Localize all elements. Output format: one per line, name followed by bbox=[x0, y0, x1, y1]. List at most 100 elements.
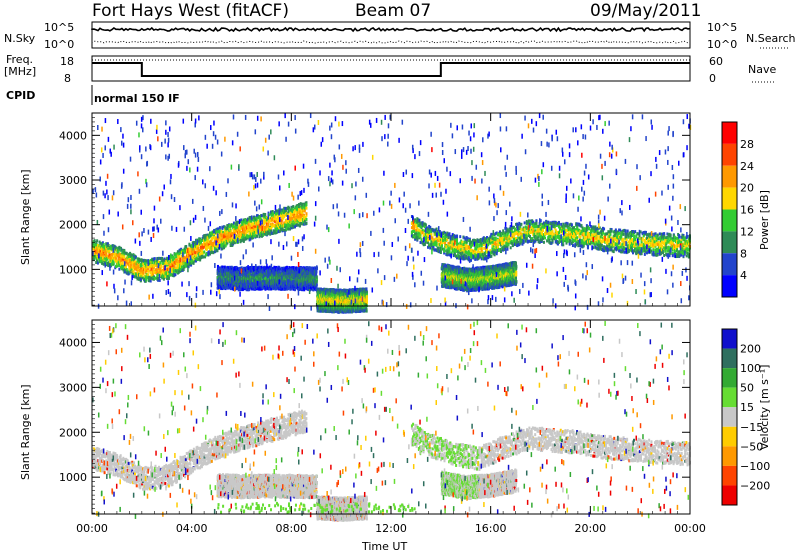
power-cell bbox=[513, 229, 516, 233]
power-cell bbox=[427, 227, 430, 231]
power-cell bbox=[428, 233, 431, 237]
power-cell bbox=[517, 236, 520, 240]
power-cell bbox=[480, 244, 483, 248]
power-cell bbox=[480, 241, 483, 245]
power-cell bbox=[439, 248, 442, 252]
power-cell bbox=[251, 222, 254, 226]
power-cell bbox=[493, 233, 496, 237]
power-cell bbox=[209, 239, 212, 243]
power-cell bbox=[292, 219, 295, 223]
power-cell bbox=[240, 239, 243, 243]
power-cell bbox=[185, 249, 188, 253]
power-cell bbox=[211, 247, 214, 251]
power-cell bbox=[287, 210, 290, 214]
power-cell bbox=[414, 234, 417, 238]
power-cell bbox=[260, 218, 263, 222]
power-cell bbox=[256, 223, 259, 227]
nsearch-label: N.Search bbox=[746, 33, 796, 44]
power-cell bbox=[414, 237, 417, 241]
power-cell bbox=[450, 243, 453, 247]
power-cell bbox=[268, 213, 271, 217]
power-cell bbox=[495, 231, 498, 235]
power-cell bbox=[521, 235, 524, 239]
power-cell bbox=[233, 241, 236, 245]
power-cell bbox=[516, 231, 519, 235]
power-cell bbox=[440, 238, 443, 242]
power-cell bbox=[444, 233, 447, 237]
power-cell bbox=[457, 242, 460, 246]
power-cell bbox=[521, 232, 524, 236]
power-cell bbox=[443, 240, 446, 244]
power-cell bbox=[425, 230, 428, 234]
power-cell bbox=[298, 224, 301, 228]
power-cell bbox=[256, 234, 259, 238]
power-cell bbox=[423, 235, 426, 239]
power-cell bbox=[290, 216, 293, 220]
power-cell bbox=[299, 222, 302, 226]
power-cell bbox=[92, 247, 94, 251]
power-cell bbox=[427, 231, 430, 235]
power-cell bbox=[519, 226, 522, 230]
power-cell bbox=[462, 257, 465, 261]
power-cell bbox=[448, 250, 451, 254]
power-cell bbox=[188, 257, 191, 261]
power-cell bbox=[479, 238, 482, 242]
power-cell bbox=[417, 230, 420, 234]
power-cell bbox=[160, 264, 163, 268]
power-cell bbox=[412, 226, 415, 230]
power-cell bbox=[173, 265, 176, 269]
power-cell bbox=[111, 252, 114, 256]
power-cell bbox=[218, 230, 221, 234]
power-cell bbox=[454, 245, 457, 249]
power-cell bbox=[171, 258, 174, 262]
power-cell bbox=[305, 221, 308, 225]
power-cell bbox=[255, 227, 258, 231]
power-cell bbox=[216, 249, 219, 253]
power-cell bbox=[473, 255, 476, 259]
power-cell bbox=[531, 236, 534, 240]
power-cell bbox=[115, 246, 118, 250]
power-cell bbox=[118, 257, 121, 261]
power-cell bbox=[196, 251, 199, 255]
power-cell bbox=[537, 240, 540, 244]
power-cell bbox=[246, 229, 249, 233]
power-cell bbox=[419, 232, 422, 236]
power-cell bbox=[476, 251, 479, 255]
power-cell bbox=[274, 212, 277, 216]
power-cell bbox=[540, 226, 543, 230]
power-cell bbox=[459, 251, 462, 255]
power-cell bbox=[134, 255, 137, 259]
power-cell bbox=[182, 268, 185, 272]
power-cell bbox=[437, 242, 440, 246]
power-cell bbox=[436, 238, 439, 242]
nave-tick-bottom: 0 bbox=[709, 73, 716, 84]
power-cell bbox=[272, 229, 275, 233]
power-cell bbox=[157, 256, 160, 260]
power-cell bbox=[529, 235, 531, 239]
power-cell bbox=[209, 244, 212, 248]
power-cell bbox=[469, 249, 472, 253]
power-cell bbox=[517, 240, 520, 244]
power-cell bbox=[112, 261, 115, 265]
power-cell bbox=[534, 239, 537, 243]
power-cell bbox=[519, 231, 522, 235]
power-cell bbox=[576, 236, 579, 240]
power-cell bbox=[468, 252, 471, 256]
power-cell bbox=[120, 255, 123, 259]
power-cell bbox=[645, 251, 648, 255]
power-cell bbox=[177, 270, 180, 274]
power-cell bbox=[460, 248, 463, 252]
power-cell bbox=[482, 236, 485, 240]
power-cell bbox=[510, 231, 513, 235]
power-cell bbox=[538, 229, 541, 233]
power-cell bbox=[565, 229, 568, 233]
power-cell bbox=[94, 254, 97, 258]
power-cell bbox=[178, 254, 181, 258]
power-cell bbox=[536, 225, 539, 229]
power-cell bbox=[489, 241, 492, 245]
power-cell bbox=[507, 239, 510, 243]
power-cell bbox=[171, 264, 174, 268]
power-cell bbox=[283, 228, 286, 232]
power-cell bbox=[448, 247, 451, 251]
power-cell bbox=[530, 239, 533, 243]
